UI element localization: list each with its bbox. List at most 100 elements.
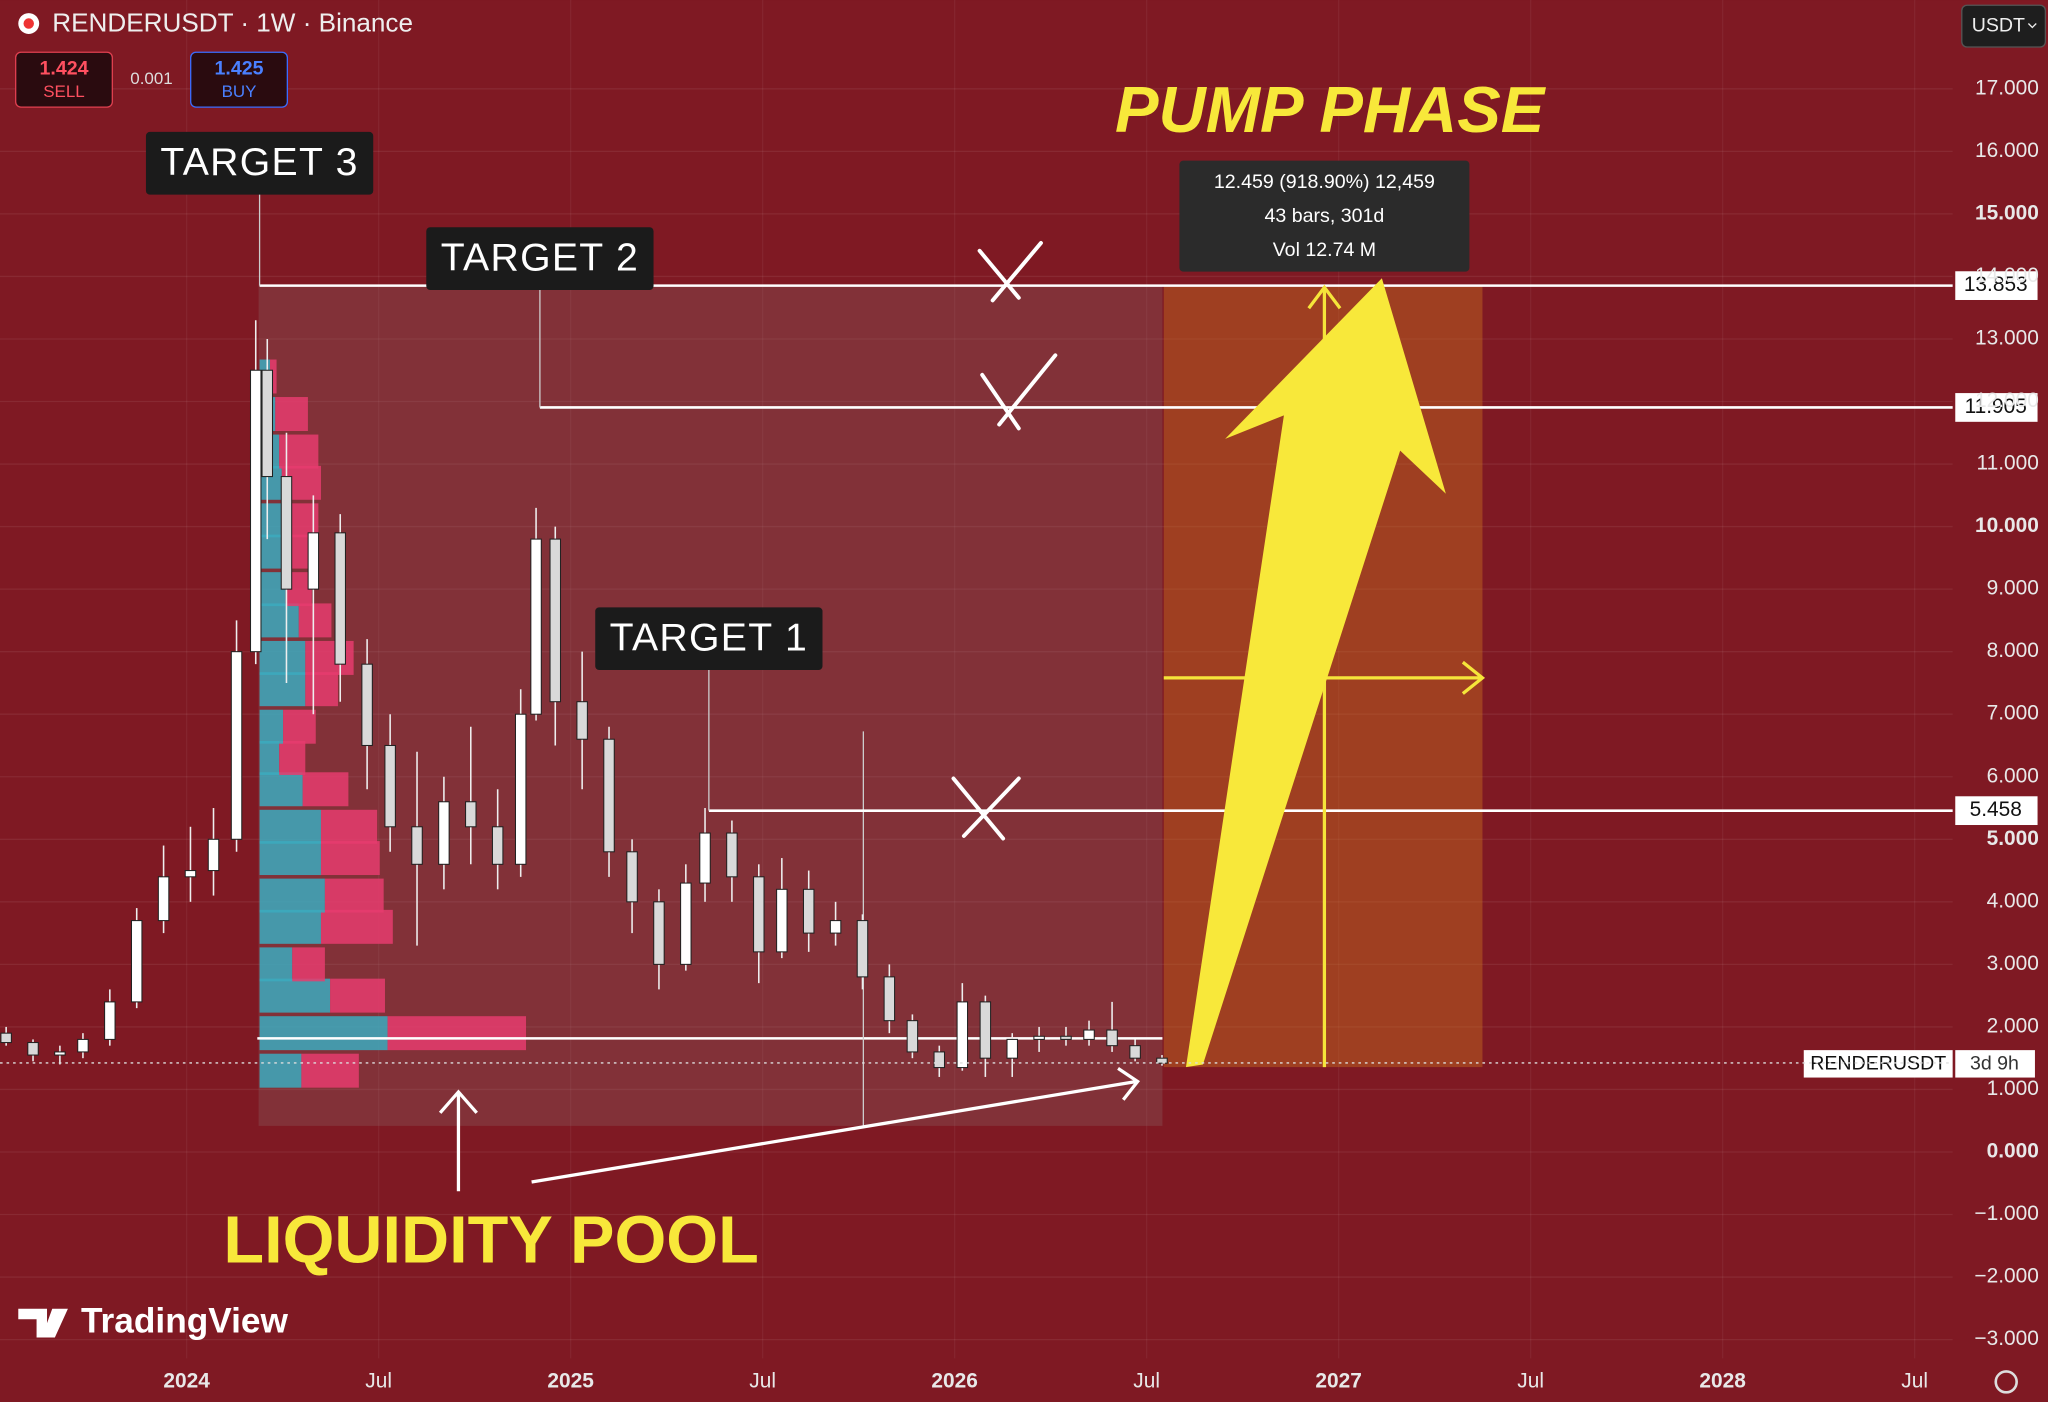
candle-body [680, 882, 692, 965]
chevron [2027, 23, 2037, 29]
candle-body [230, 651, 243, 840]
price-tag [1955, 796, 2038, 826]
candle-body [54, 1051, 66, 1056]
profile-down [275, 397, 308, 431]
y-tick-label: 5.000 [1987, 827, 2039, 850]
sell-button[interactable] [15, 51, 113, 108]
profile-down [302, 772, 349, 807]
candle-body [1156, 1057, 1168, 1064]
volume-profile [259, 359, 527, 1088]
candle-body [576, 701, 588, 740]
range-box [258, 284, 1163, 1126]
target-box [145, 131, 374, 195]
currency-button[interactable] [1961, 4, 2047, 48]
candle-body [438, 801, 450, 865]
profile-up [259, 809, 321, 844]
measure-text: 43 bars, 301d [1265, 205, 1385, 227]
x-mark [951, 776, 1021, 841]
candle-body [603, 738, 615, 853]
candle-body [530, 538, 542, 715]
y-tick-label: 11.000 [1977, 452, 2039, 475]
axes: 17.000 16.000 15.000 14.000 13.000 12.000 11.0… [163, 76, 2038, 1392]
candle-body [1006, 1038, 1018, 1059]
x-tick-label: Jul [1133, 1369, 1160, 1392]
profile-down [305, 640, 354, 675]
candle-body [334, 532, 346, 665]
candle-body [1129, 1045, 1141, 1059]
x-tick-label: Jul [365, 1369, 392, 1392]
y-tick-label: 4.000 [1987, 889, 2039, 912]
pool-arrow [438, 1089, 478, 1192]
candle-body [411, 826, 423, 865]
profile-up [259, 841, 321, 876]
profile-up [259, 1016, 388, 1051]
x-tick-label: 2026 [931, 1369, 977, 1392]
profile-down [279, 434, 319, 469]
target-label: TARGET 2 [441, 236, 639, 279]
x-tick-label: 2024 [163, 1369, 210, 1392]
pump-arrow [1185, 278, 1446, 1068]
profile-up [259, 772, 303, 807]
profile-up [259, 1053, 302, 1088]
measure-text: Vol 12.74 M [1273, 239, 1376, 261]
candle-body [802, 888, 815, 934]
pump-label: PUMP PHASE [1115, 73, 1547, 146]
candle-body [261, 369, 274, 478]
tv-logo [18, 1308, 68, 1338]
y-tick-label: 7.000 [1987, 702, 2039, 725]
price-tag [1955, 393, 2038, 422]
profile-down [320, 809, 378, 844]
x-tick-label: 2027 [1315, 1369, 1361, 1392]
profile-down [324, 878, 384, 913]
countdown: 3d 9h [1970, 1053, 2019, 1075]
profile-down [292, 947, 325, 982]
candle-body [979, 1001, 992, 1059]
countdown-box [1955, 1050, 2035, 1078]
profile-down [387, 1016, 527, 1051]
y-tick-label: −1.000 [1974, 1202, 2038, 1225]
sell-price: 1.424 [40, 57, 89, 79]
profile-up [259, 978, 331, 1013]
target-box [426, 227, 654, 290]
settings[interactable] [1994, 1370, 2018, 1394]
profile-down [279, 741, 306, 775]
x-tick-label: Jul [1901, 1369, 1928, 1392]
buy-button[interactable] [190, 51, 288, 108]
x-tick-label: 2028 [1699, 1369, 1745, 1392]
candle-body [856, 920, 869, 978]
candle-body [699, 832, 711, 884]
target-label: TARGET 3 [160, 141, 358, 184]
candle-body [0, 1032, 12, 1044]
candle-body [104, 1001, 116, 1040]
profile-down [283, 709, 316, 744]
profile-down [270, 359, 277, 394]
price-tag-label: 5.458 [1970, 798, 2022, 821]
candle-body [207, 838, 220, 872]
candle-body [1083, 1029, 1095, 1040]
y-tick-label: 15.000 [1975, 201, 2039, 224]
y-tick-label: 10.000 [1975, 514, 2039, 537]
candle-body [27, 1042, 39, 1056]
x-tick-label: Jul [749, 1369, 776, 1392]
y-tick-label: 12.000 [1975, 389, 2039, 412]
profile-up [259, 709, 284, 744]
y-tick-label: 6.000 [1987, 764, 2039, 787]
candle-body [653, 901, 665, 965]
candle-body [491, 826, 504, 865]
candle-body [384, 744, 396, 828]
candle-body [549, 538, 562, 703]
candle-body [906, 1020, 919, 1053]
y-tick-label: 14.000 [1975, 264, 2039, 287]
profile-down [320, 909, 393, 944]
candle-body [1106, 1029, 1118, 1047]
y-tick-label: 0.000 [1987, 1140, 2039, 1163]
pool-label: LIQUIDITY POOL [223, 1203, 758, 1277]
candle-body [1060, 1035, 1072, 1040]
candle-body [883, 976, 896, 1022]
candle-body [249, 369, 262, 653]
profile-down [320, 841, 380, 876]
candle-body [280, 476, 293, 590]
symbol-tag: RENDERUSDT [1810, 1053, 1946, 1075]
